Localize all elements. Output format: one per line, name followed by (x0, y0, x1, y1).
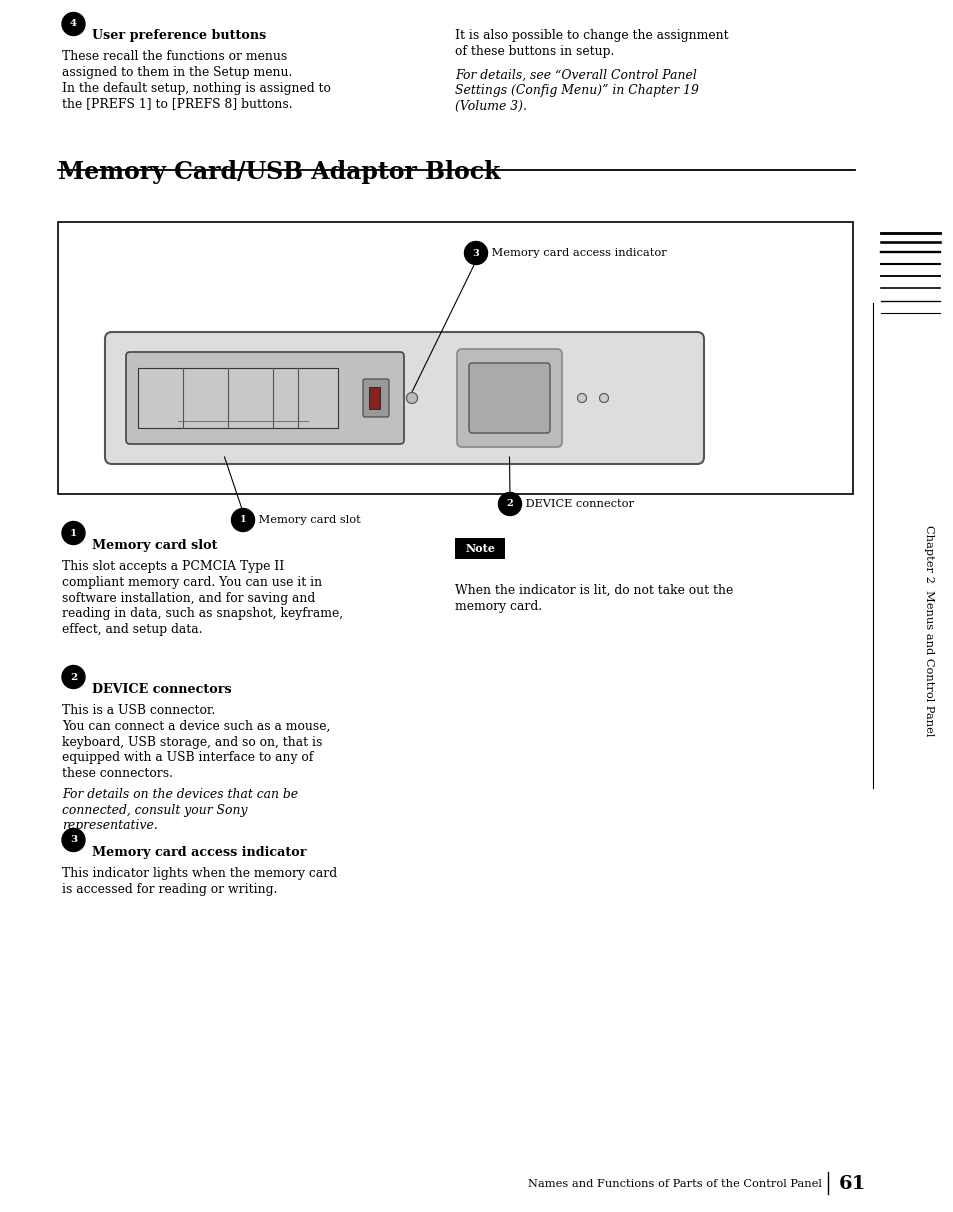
Text: software installation, and for saving and: software installation, and for saving an… (62, 591, 314, 605)
Circle shape (62, 12, 85, 35)
Text: assigned to them in the Setup menu.: assigned to them in the Setup menu. (62, 65, 292, 79)
Circle shape (62, 521, 85, 544)
Text: Memory card access indicator: Memory card access indicator (488, 248, 666, 258)
FancyBboxPatch shape (105, 332, 703, 464)
Circle shape (406, 393, 417, 404)
Text: equipped with a USB interface to any of: equipped with a USB interface to any of (62, 751, 313, 765)
Circle shape (598, 394, 608, 402)
Text: Memory card slot: Memory card slot (254, 515, 360, 525)
Text: 1: 1 (239, 515, 246, 525)
Circle shape (232, 509, 254, 532)
Text: This indicator lights when the memory card: This indicator lights when the memory ca… (62, 867, 336, 880)
FancyBboxPatch shape (456, 349, 561, 447)
Text: connected, consult your Sony: connected, consult your Sony (62, 804, 247, 817)
Text: keyboard, USB storage, and so on, that is: keyboard, USB storage, and so on, that i… (62, 736, 322, 749)
Text: 2: 2 (70, 673, 77, 681)
Text: memory card.: memory card. (455, 600, 541, 613)
Text: 61: 61 (838, 1174, 864, 1193)
Text: DEVICE connectors: DEVICE connectors (91, 684, 232, 696)
Text: When the indicator is lit, do not take out the: When the indicator is lit, do not take o… (455, 584, 733, 598)
Text: This is a USB connector.: This is a USB connector. (62, 704, 215, 718)
Text: Names and Functions of Parts of the Control Panel: Names and Functions of Parts of the Cont… (528, 1179, 821, 1189)
FancyBboxPatch shape (126, 351, 403, 444)
Text: It is also possible to change the assignment: It is also possible to change the assign… (455, 29, 728, 42)
Bar (369, 387, 379, 408)
Circle shape (498, 492, 521, 515)
Text: Memory card slot: Memory card slot (91, 539, 217, 551)
Text: 3: 3 (472, 248, 478, 257)
Text: the [PREFS 1] to [PREFS 8] buttons.: the [PREFS 1] to [PREFS 8] buttons. (62, 97, 293, 110)
Circle shape (464, 241, 487, 264)
Text: DEVICE connector: DEVICE connector (521, 499, 634, 509)
FancyBboxPatch shape (363, 379, 389, 417)
Text: For details on the devices that can be: For details on the devices that can be (62, 788, 297, 801)
Bar (138, 368, 337, 428)
Text: of these buttons in setup.: of these buttons in setup. (455, 45, 614, 58)
Text: (Volume 3).: (Volume 3). (455, 101, 526, 113)
Bar (58, 222, 852, 494)
Text: Chapter 2  Menus and Control Panel: Chapter 2 Menus and Control Panel (923, 525, 933, 736)
Text: Note: Note (464, 543, 495, 554)
Text: compliant memory card. You can use it in: compliant memory card. You can use it in (62, 576, 322, 589)
Text: these connectors.: these connectors. (62, 767, 172, 781)
Text: Settings (Config Menu)” in Chapter 19: Settings (Config Menu)” in Chapter 19 (455, 85, 699, 97)
FancyBboxPatch shape (469, 364, 550, 433)
Text: 3: 3 (70, 835, 77, 845)
Text: Memory Card/USB Adaptor Block: Memory Card/USB Adaptor Block (58, 160, 500, 184)
Text: effect, and setup data.: effect, and setup data. (62, 623, 202, 636)
Text: reading in data, such as snapshot, keyframe,: reading in data, such as snapshot, keyfr… (62, 607, 343, 621)
Text: 4: 4 (70, 19, 77, 29)
Circle shape (62, 829, 85, 852)
Text: These recall the functions or menus: These recall the functions or menus (62, 50, 287, 63)
Text: This slot accepts a PCMCIA Type II: This slot accepts a PCMCIA Type II (62, 560, 284, 573)
Text: User preference buttons: User preference buttons (91, 29, 266, 42)
Text: 2: 2 (506, 499, 513, 509)
Text: In the default setup, nothing is assigned to: In the default setup, nothing is assigne… (62, 81, 331, 95)
Text: is accessed for reading or writing.: is accessed for reading or writing. (62, 882, 277, 896)
Text: Memory card access indicator: Memory card access indicator (91, 846, 306, 859)
Circle shape (577, 394, 586, 402)
Text: For details, see “Overall Control Panel: For details, see “Overall Control Panel (455, 69, 696, 81)
Text: 1: 1 (70, 528, 77, 537)
Bar (455, 538, 504, 559)
Text: You can connect a device such as a mouse,: You can connect a device such as a mouse… (62, 720, 330, 733)
Circle shape (62, 665, 85, 688)
Text: representative.: representative. (62, 819, 157, 833)
